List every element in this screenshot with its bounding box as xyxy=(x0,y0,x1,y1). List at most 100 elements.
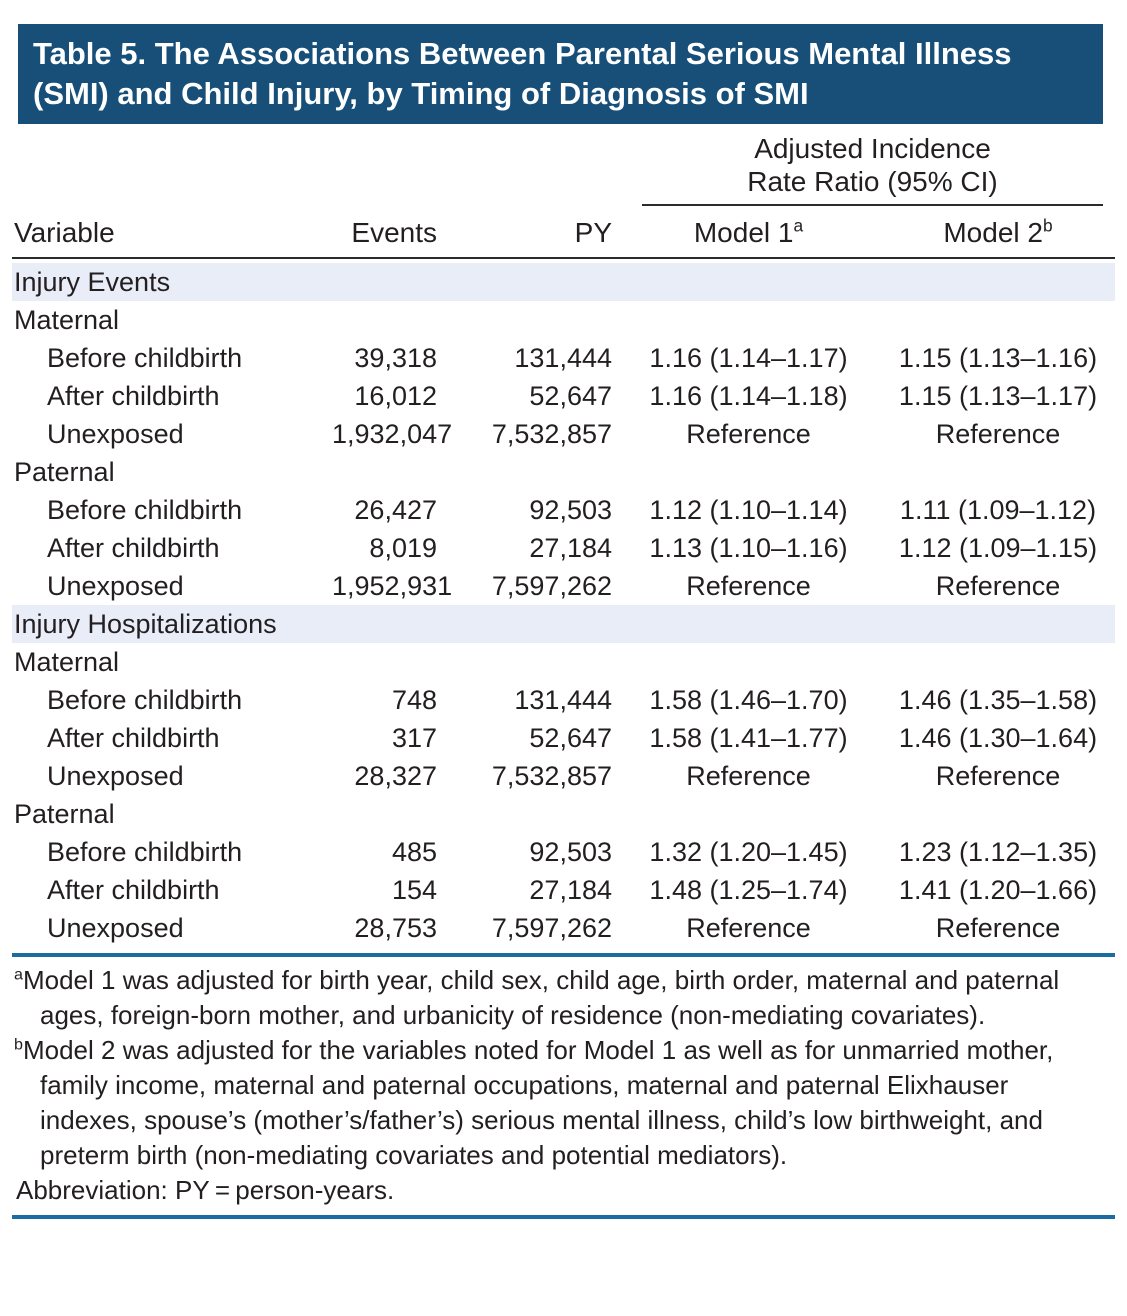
cell-py: 7,597,262 xyxy=(491,913,612,943)
cell-model2: 1.46 (1.30–1.64) xyxy=(898,723,1098,753)
cell-model1: 1.12 (1.10–1.14) xyxy=(649,495,848,525)
cell-model2: 1.15 (1.13–1.17) xyxy=(898,381,1098,411)
cell-model2: 1.41 (1.20–1.66) xyxy=(898,875,1098,905)
cell-model2: 1.11 (1.09–1.12) xyxy=(899,495,1097,525)
cell-model1: Reference xyxy=(686,913,811,943)
table-row: After childbirth 8,019 27,184 1.13 (1.10–1.… xyxy=(12,529,1115,567)
table-row: Unexposed 28,753 7,597,262 Reference Referen… xyxy=(12,909,1115,947)
cell-events: 748 xyxy=(391,685,437,715)
row-label: Unexposed xyxy=(47,913,184,943)
cell-events: 28,327 xyxy=(354,761,437,791)
row-label: Before childbirth xyxy=(47,837,243,867)
cell-model1: 1.58 (1.46–1.70) xyxy=(649,685,848,715)
table-row: Before childbirth 748 131,444 1.58 (1.46–1.… xyxy=(12,681,1115,719)
cell-events: 1,932,047 xyxy=(332,419,453,449)
column-header-model2: Model 2b xyxy=(885,206,1111,257)
footnote-marker: b xyxy=(14,1035,23,1054)
cell-model1: Reference xyxy=(686,761,811,791)
row-label: Maternal xyxy=(14,305,120,335)
cell-py: 92,503 xyxy=(529,495,612,525)
group-row: Maternal xyxy=(12,301,1115,339)
row-label: Paternal xyxy=(14,457,115,487)
cell-events: 485 xyxy=(391,837,437,867)
cell-py: 52,647 xyxy=(529,381,612,411)
model1-footnote-marker: a xyxy=(793,215,804,236)
cell-events: 8,019 xyxy=(369,533,437,563)
cell-events: 28,753 xyxy=(354,913,437,943)
abbreviation-note: Abbreviation: PY = person-years. xyxy=(16,1175,395,1205)
footnote: aModel 1 was adjusted for birth year, ch… xyxy=(14,963,1087,1033)
row-label: Unexposed xyxy=(47,419,184,449)
row-label: Maternal xyxy=(14,647,120,677)
footnote-divider-rule xyxy=(12,953,1115,957)
cell-events: 39,318 xyxy=(354,343,437,373)
footnotes: aModel 1 was adjusted for birth year, ch… xyxy=(12,957,1087,1208)
cell-py: 7,597,262 xyxy=(491,571,612,601)
spanner-label: Adjusted Incidence Rate Ratio (95% CI) xyxy=(747,133,998,197)
cell-model1: 1.48 (1.25–1.74) xyxy=(649,875,848,905)
cell-model2: 1.15 (1.13–1.16) xyxy=(898,343,1098,373)
cell-model2: 1.46 (1.35–1.58) xyxy=(898,685,1098,715)
table-body: Injury Events Maternal Before childbirth 39… xyxy=(12,263,1115,947)
row-label: Unexposed xyxy=(47,761,184,791)
spanner-cell: Adjusted Incidence Rate Ratio (95% CI) xyxy=(642,132,1103,206)
group-row: Paternal xyxy=(12,795,1115,833)
row-label: After childbirth xyxy=(47,381,220,411)
bottom-rule xyxy=(12,1215,1115,1219)
row-label: Unexposed xyxy=(47,571,184,601)
table-row: After childbirth 317 52,647 1.58 (1.41–1.77… xyxy=(12,719,1115,757)
row-label: After childbirth xyxy=(47,533,220,563)
row-label: Before childbirth xyxy=(47,343,243,373)
footnote-text: Model 1 was adjusted for birth year, chi… xyxy=(22,965,1060,1030)
footnote-text: Model 2 was adjusted for the variables n… xyxy=(22,1035,1054,1170)
cell-model2: Reference xyxy=(935,913,1061,943)
group-row: Paternal xyxy=(12,453,1115,491)
footnote-marker: a xyxy=(14,965,23,984)
cell-events: 317 xyxy=(391,723,437,753)
cell-model2: 1.12 (1.09–1.15) xyxy=(898,533,1098,563)
cell-py: 27,184 xyxy=(529,533,612,563)
footnote: bModel 2 was adjusted for the variables … xyxy=(14,1033,1087,1173)
cell-model1: 1.16 (1.14–1.18) xyxy=(649,381,848,411)
row-label: Paternal xyxy=(14,799,115,829)
cell-model1: Reference xyxy=(686,571,811,601)
table-row: Before childbirth 39,318 131,444 1.16 (1.14… xyxy=(12,339,1115,377)
section-row: Injury Hospitalizations xyxy=(12,605,1115,643)
cell-py: 7,532,857 xyxy=(491,761,612,791)
cell-py: 92,503 xyxy=(529,837,612,867)
cell-py: 131,444 xyxy=(514,343,612,373)
table-header: Adjusted Incidence Rate Ratio (95% CI) V… xyxy=(12,132,1115,259)
cell-events: 154 xyxy=(391,875,437,905)
table-row: After childbirth 154 27,184 1.48 (1.25–1.74… xyxy=(12,871,1115,909)
cell-events: 26,427 xyxy=(354,495,437,525)
row-label: After childbirth xyxy=(47,875,220,905)
table-title: Table 5. The Associations Between Parent… xyxy=(18,24,1103,124)
cell-model2: Reference xyxy=(935,419,1061,449)
cell-py: 52,647 xyxy=(529,723,612,753)
table-row: Before childbirth 26,427 92,503 1.12 (1.10–… xyxy=(12,491,1115,529)
cell-events: 16,012 xyxy=(354,381,437,411)
group-row: Maternal xyxy=(12,643,1115,681)
column-header-variable: Variable xyxy=(14,217,115,248)
cell-py: 7,532,857 xyxy=(491,419,612,449)
cell-model2: Reference xyxy=(935,761,1061,791)
row-label: Before childbirth xyxy=(47,495,243,525)
column-header-py: PY xyxy=(574,217,612,248)
cell-py: 27,184 xyxy=(529,875,612,905)
model2-label: Model 2 xyxy=(943,217,1043,248)
cell-py: 131,444 xyxy=(514,685,612,715)
table-row: Unexposed 1,952,931 7,597,262 Reference Refe… xyxy=(12,567,1115,605)
cell-model2: 1.23 (1.12–1.35) xyxy=(898,837,1098,867)
cell-model1: 1.58 (1.41–1.77) xyxy=(649,723,848,753)
cell-model1: 1.16 (1.14–1.17) xyxy=(649,343,848,373)
table-row: Before childbirth 485 92,503 1.32 (1.20–1.4… xyxy=(12,833,1115,871)
table-row: After childbirth 16,012 52,647 1.16 (1.14–1… xyxy=(12,377,1115,415)
column-header-model1: Model 1a xyxy=(612,206,885,257)
table-row: Unexposed 28,327 7,532,857 Reference Referen… xyxy=(12,757,1115,795)
cell-model1: 1.13 (1.10–1.16) xyxy=(649,533,848,563)
row-label: Before childbirth xyxy=(47,685,243,715)
cell-model1: Reference xyxy=(686,419,811,449)
column-header-row: Variable Events PY Model 1a Model 2b xyxy=(12,206,1115,259)
model1-label: Model 1 xyxy=(693,217,794,248)
